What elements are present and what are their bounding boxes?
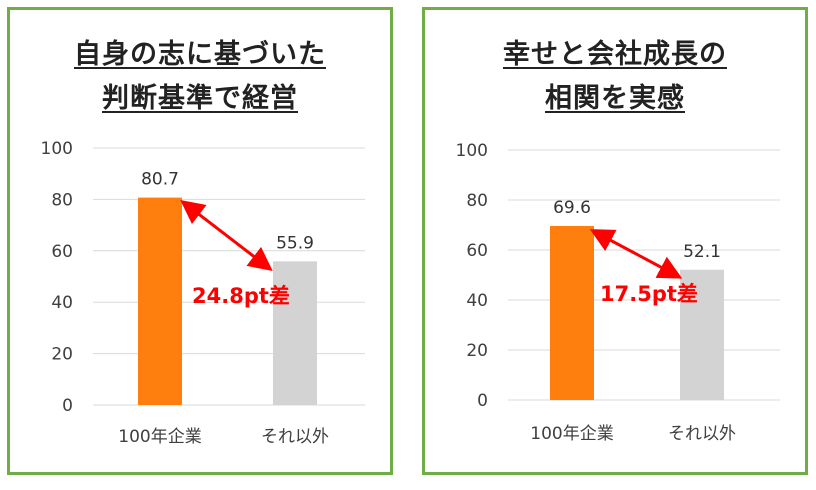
data-label: 80.7: [141, 170, 179, 190]
data-label: 52.1: [683, 242, 721, 262]
chart-panel-right: 幸せと会社成長の 相関を実感 0 20 40 60 80 100 69.6 100年企業 52.…: [422, 7, 808, 475]
category-label: 100年企業: [530, 424, 613, 444]
chart-panel-left: 自身の志に基づいた 判断基準で経営 0 20 40 60 80 100 80.7 100年企業…: [7, 7, 393, 475]
y-tick-label: 40: [466, 291, 488, 311]
y-tick-label: 20: [466, 341, 488, 361]
data-label: 69.6: [553, 198, 591, 218]
bar: [273, 261, 317, 405]
y-tick-label: 60: [51, 242, 73, 262]
y-tick-label: 60: [466, 241, 488, 261]
data-label: 55.9: [276, 233, 314, 253]
y-tick-label: 100: [456, 141, 488, 161]
bar: [550, 226, 594, 400]
y-tick-label: 0: [62, 396, 73, 416]
difference-annotation: 17.5pt差: [600, 282, 698, 306]
category-label: それ以外: [261, 427, 329, 447]
y-tick-label: 40: [51, 293, 73, 313]
chart-title-line-1: 自身の志に基づいた: [74, 39, 326, 70]
chart-title-line-2: 判断基準で経営: [102, 83, 298, 114]
bar: [680, 269, 724, 400]
y-tick-label: 20: [51, 345, 73, 365]
category-label: 100年企業: [118, 427, 201, 447]
bar-chart: 0 20 40 60 80 100 80.7 100年企業 55.9 それ以外 24.8pt差: [41, 139, 365, 447]
y-tick-label: 0: [477, 391, 488, 411]
bar: [138, 197, 182, 405]
category-label: それ以外: [668, 424, 736, 444]
difference-arrow: [180, 199, 273, 271]
y-tick-label: 80: [51, 190, 73, 210]
y-tick-label: 80: [466, 191, 488, 211]
chart-title-line-1: 幸せと会社成長の: [503, 39, 727, 70]
chart-title-line-2: 相関を実感: [545, 83, 685, 114]
difference-arrow: [589, 229, 683, 279]
difference-annotation: 24.8pt差: [192, 284, 290, 308]
y-tick-label: 100: [41, 139, 73, 159]
bar-chart: 0 20 40 60 80 100 69.6 100年企業 52.1 それ以外 17.5pt差: [456, 141, 780, 444]
